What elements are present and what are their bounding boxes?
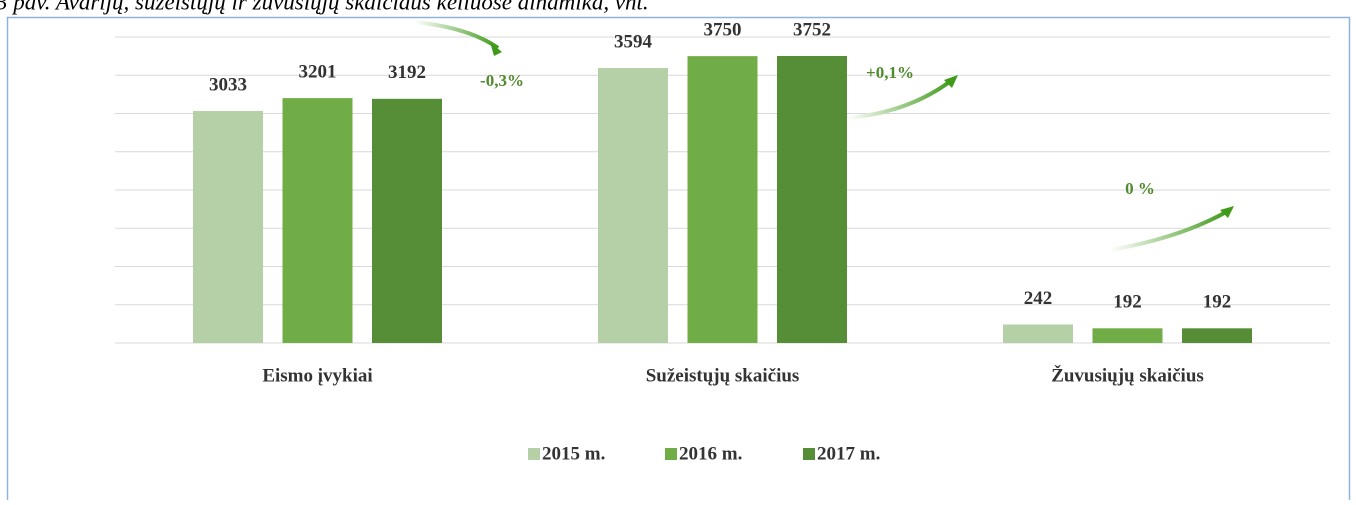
chart-title: 3 pav. Avarijų, sužeistųjų ir žuvusiųjų …: [0, 0, 649, 14]
arrow-head: [1220, 206, 1234, 218]
legend-swatch: [528, 448, 540, 460]
annotation: -0,3%: [480, 71, 524, 90]
legend-label: 2016 m.: [679, 443, 742, 464]
bar: [598, 68, 668, 344]
legend-label: 2015 m.: [542, 443, 605, 464]
bar: [1182, 328, 1252, 343]
data-label: 192: [1203, 292, 1232, 313]
x-tick-label: Eismo įvykiai: [262, 365, 372, 386]
bar: [193, 110, 263, 344]
arrow: [1109, 209, 1229, 252]
legend-swatch: [803, 448, 815, 460]
bar: [777, 55, 847, 344]
data-label: 3750: [704, 19, 742, 40]
data-label: 192: [1113, 292, 1142, 313]
annotation: +0,1%: [866, 63, 914, 82]
arrow-head: [490, 42, 502, 56]
chart-frame: [6, 16, 1351, 505]
data-label: 3752: [793, 19, 831, 40]
bar: [687, 56, 758, 343]
arrow: [847, 78, 954, 120]
x-tick-label: Sužeistųjų skaičius: [646, 365, 800, 386]
annotation: 0 %: [1125, 179, 1155, 198]
x-tick-label: Žuvusiųjų skaičius: [1051, 364, 1204, 386]
data-label: 3201: [299, 61, 337, 82]
bar: [1003, 324, 1073, 343]
data-label: 3594: [614, 31, 653, 52]
data-label: 242: [1024, 288, 1053, 309]
bar: [1092, 328, 1163, 343]
arrow-head: [944, 75, 958, 88]
plot-area: Eismo įvykiai 3033 3201 3192 Sužeistųjų skai…: [115, 19, 1330, 464]
data-label: 3192: [388, 62, 426, 83]
bar: [372, 98, 442, 343]
legend-swatch: [665, 448, 677, 460]
data-label: 3033: [209, 74, 247, 95]
arrow: [414, 20, 500, 50]
legend-label: 2017 m.: [817, 443, 880, 464]
bar: [282, 98, 353, 343]
